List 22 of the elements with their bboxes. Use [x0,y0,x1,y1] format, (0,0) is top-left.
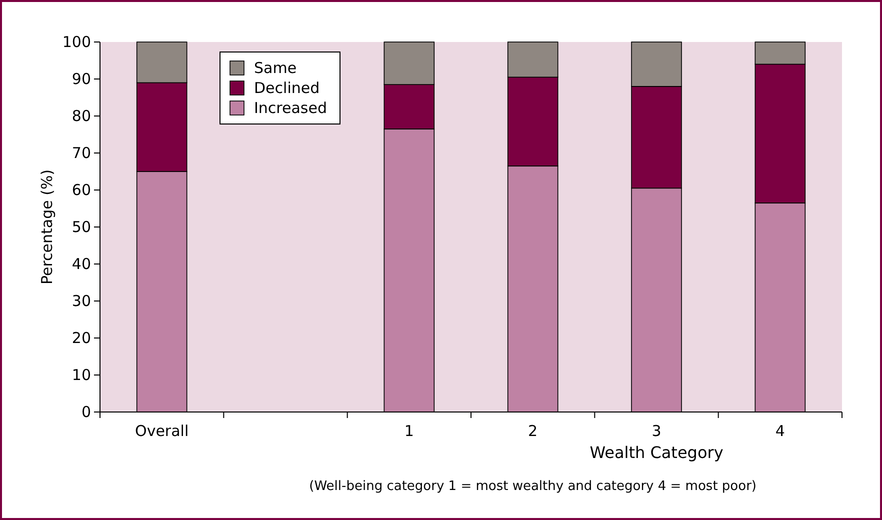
x-tick-label: 3 [652,422,662,440]
y-tick-label: 20 [72,328,91,347]
legend-label: Same [254,59,297,77]
x-tick-label: 4 [775,422,785,440]
y-tick-label: 60 [72,180,91,199]
y-tick-label: 90 [72,70,91,88]
y-tick-label: 50 [72,218,91,236]
x-tick-label: 2 [528,422,538,440]
x-axis-title: Wealth Category [590,443,724,462]
y-tick-label: 70 [72,144,91,162]
y-tick-label: 80 [72,106,91,125]
text: (Well-being category 1 = most wealthy and category 4 = most poor) [309,479,757,494]
x-tick-label: Overall [135,422,189,440]
y-axis-title: Percentage (%) [38,169,56,285]
y-tick-label: 0 [81,402,91,421]
y-tick-label: 40 [72,254,91,273]
y-tick-label: 10 [72,366,91,384]
legend-label: Declined [254,79,320,97]
y-tick-label: 30 [72,292,91,310]
legend-label: Increased [254,99,328,117]
x-tick-label: 1 [404,422,414,440]
y-tick-label: 100 [62,32,91,51]
